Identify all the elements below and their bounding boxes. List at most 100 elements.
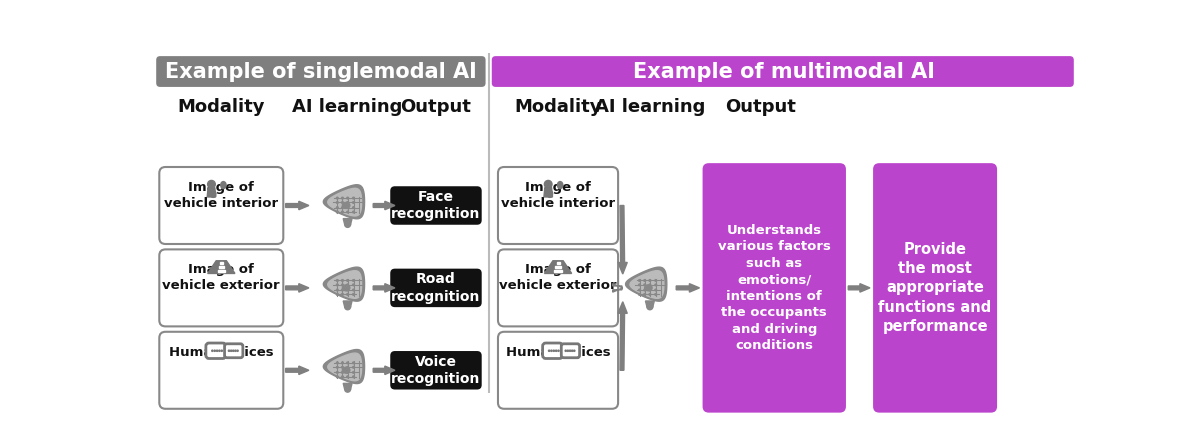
Circle shape: [574, 350, 575, 351]
Circle shape: [218, 350, 220, 351]
Circle shape: [336, 362, 338, 364]
FancyArrow shape: [677, 284, 700, 292]
Text: AI learning: AI learning: [595, 98, 706, 116]
Circle shape: [336, 280, 338, 282]
Polygon shape: [545, 261, 571, 274]
Circle shape: [353, 366, 354, 368]
Circle shape: [342, 293, 343, 295]
Circle shape: [353, 280, 354, 282]
Circle shape: [347, 362, 348, 364]
Circle shape: [347, 366, 348, 368]
Text: Modality: Modality: [515, 98, 601, 116]
Circle shape: [236, 350, 238, 351]
Polygon shape: [343, 301, 352, 307]
Polygon shape: [544, 188, 552, 197]
FancyBboxPatch shape: [390, 269, 481, 307]
FancyArrow shape: [618, 302, 628, 370]
FancyBboxPatch shape: [390, 186, 481, 225]
Circle shape: [233, 350, 234, 351]
FancyBboxPatch shape: [224, 344, 242, 358]
Polygon shape: [323, 185, 365, 219]
Circle shape: [344, 304, 350, 310]
Circle shape: [342, 197, 343, 199]
FancyArrow shape: [848, 284, 870, 292]
FancyArrow shape: [613, 284, 623, 292]
Text: Human voices: Human voices: [505, 346, 611, 358]
Circle shape: [644, 293, 646, 295]
Circle shape: [644, 280, 646, 282]
Circle shape: [336, 284, 338, 286]
FancyBboxPatch shape: [562, 344, 580, 358]
Text: Output: Output: [401, 98, 472, 116]
Circle shape: [556, 350, 557, 351]
Polygon shape: [343, 219, 352, 225]
Circle shape: [647, 304, 653, 310]
Circle shape: [353, 376, 354, 377]
Circle shape: [644, 289, 646, 291]
FancyArrow shape: [286, 201, 308, 210]
FancyBboxPatch shape: [156, 56, 486, 87]
Circle shape: [353, 372, 354, 373]
Circle shape: [655, 293, 656, 295]
Circle shape: [638, 289, 641, 291]
Circle shape: [545, 180, 552, 188]
Polygon shape: [208, 261, 235, 274]
Circle shape: [336, 202, 338, 203]
Circle shape: [649, 293, 650, 295]
Circle shape: [347, 284, 348, 286]
Circle shape: [644, 284, 646, 286]
Polygon shape: [557, 262, 559, 264]
Circle shape: [565, 350, 566, 351]
FancyBboxPatch shape: [874, 163, 997, 413]
Circle shape: [649, 280, 650, 282]
Circle shape: [344, 221, 350, 227]
Text: Image of
vehicle interior: Image of vehicle interior: [164, 181, 278, 210]
FancyBboxPatch shape: [498, 167, 618, 244]
Circle shape: [553, 350, 554, 351]
Circle shape: [214, 350, 215, 351]
Polygon shape: [328, 271, 361, 298]
Circle shape: [347, 197, 348, 199]
FancyBboxPatch shape: [206, 343, 226, 358]
Circle shape: [353, 202, 354, 203]
Circle shape: [336, 293, 338, 295]
FancyArrow shape: [286, 366, 308, 374]
Circle shape: [353, 197, 354, 199]
Circle shape: [548, 350, 550, 351]
Text: Face
recognition: Face recognition: [391, 190, 481, 221]
Ellipse shape: [342, 202, 350, 209]
Text: Voice
recognition: Voice recognition: [391, 354, 481, 386]
Polygon shape: [554, 271, 562, 272]
Polygon shape: [646, 301, 654, 307]
Polygon shape: [208, 188, 216, 197]
Circle shape: [353, 293, 354, 295]
Circle shape: [216, 350, 217, 351]
FancyArrow shape: [373, 366, 395, 374]
Ellipse shape: [557, 181, 564, 189]
Ellipse shape: [342, 366, 350, 374]
Circle shape: [342, 362, 343, 364]
Circle shape: [336, 289, 338, 291]
Circle shape: [353, 362, 354, 364]
FancyBboxPatch shape: [498, 332, 618, 409]
Circle shape: [347, 207, 348, 209]
Text: Example of multimodal AI: Example of multimodal AI: [634, 61, 935, 81]
Text: Example of singlemodal AI: Example of singlemodal AI: [166, 61, 476, 81]
Circle shape: [342, 280, 343, 282]
Circle shape: [228, 350, 229, 351]
FancyArrow shape: [618, 206, 628, 274]
FancyArrow shape: [286, 284, 308, 292]
FancyArrow shape: [373, 284, 395, 292]
Circle shape: [638, 293, 641, 295]
Text: Road
recognition: Road recognition: [391, 272, 481, 304]
Circle shape: [649, 284, 650, 286]
Circle shape: [353, 211, 354, 213]
Circle shape: [655, 289, 656, 291]
Circle shape: [211, 350, 214, 351]
Circle shape: [336, 197, 338, 199]
Circle shape: [208, 180, 215, 188]
Ellipse shape: [644, 284, 653, 291]
Circle shape: [558, 350, 559, 351]
Polygon shape: [328, 353, 361, 381]
Circle shape: [342, 207, 343, 209]
